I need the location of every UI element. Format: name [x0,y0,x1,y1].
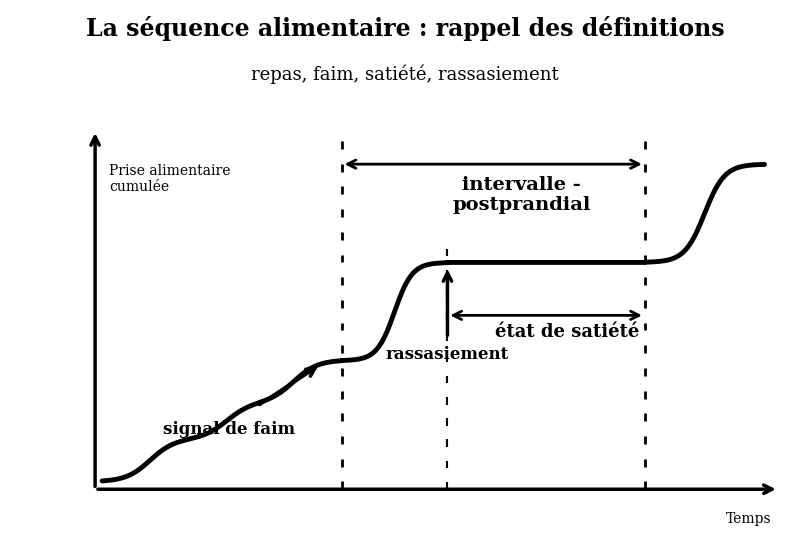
Text: signal de faim: signal de faim [163,421,295,438]
Text: repas, faim, satiété, rassasiement: repas, faim, satiété, rassasiement [251,65,559,84]
Text: Prise alimentaire
cumulée: Prise alimentaire cumulée [109,164,231,194]
Text: intervalle -
postprandial: intervalle - postprandial [452,176,590,214]
Text: La séquence alimentaire : rappel des définitions: La séquence alimentaire : rappel des déf… [86,16,724,41]
Text: rassasiement: rassasiement [386,346,509,362]
Text: Temps: Temps [726,512,772,526]
Text: état de satiété: état de satiété [495,323,639,341]
